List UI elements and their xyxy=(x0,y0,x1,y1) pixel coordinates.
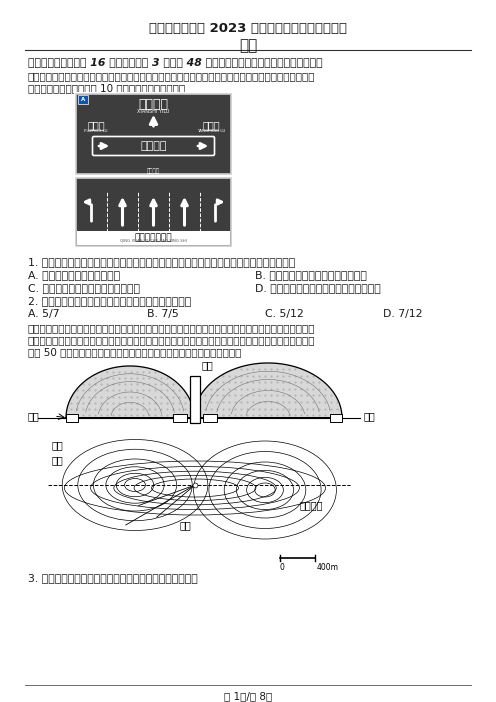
Text: 3. 该工程施工中，开挖竖井和斜井的主要作用是（　　）: 3. 该工程施工中，开挖竖井和斜井的主要作用是（ ） xyxy=(28,573,198,583)
Text: 河北省衡水中学 2023 届上学期高三年级一调考试: 河北省衡水中学 2023 届上学期高三年级一调考试 xyxy=(149,22,347,35)
Bar xyxy=(190,376,200,423)
Text: 牌（下图），此时大约为 10 时。据此完成下面小题。: 牌（下图），此时大约为 10 时。据此完成下面小题。 xyxy=(28,83,185,93)
Text: A: A xyxy=(81,97,85,102)
Bar xyxy=(203,414,217,422)
Text: 地理: 地理 xyxy=(239,38,257,53)
Text: D. 7/12: D. 7/12 xyxy=(383,309,423,319)
Text: B. 7/5: B. 7/5 xyxy=(147,309,179,319)
Bar xyxy=(74,92,233,176)
Text: 桥梁、隧道是山区高速公路建设的常见形式。在较长隧道（数十米）施工时，为提高工程效率，人们: 桥梁、隧道是山区高速公路建设的常见形式。在较长隧道（数十米）施工时，为提高工程效… xyxy=(28,323,315,333)
Bar xyxy=(78,95,88,104)
Polygon shape xyxy=(66,366,194,418)
Text: A. 5/7: A. 5/7 xyxy=(28,309,60,319)
FancyBboxPatch shape xyxy=(92,136,214,156)
Bar xyxy=(77,231,230,245)
Text: 洞口: 洞口 xyxy=(180,520,192,530)
Text: 0: 0 xyxy=(280,563,284,572)
Text: 斜井: 斜井 xyxy=(52,440,64,450)
Text: 家住某市的中学生小明周末想去当地新华书店看书，他在骑行去新华书店的途中，看到如下交通指示: 家住某市的中学生小明周末想去当地新华书店看书，他在骑行去新华书店的途中，看到如下… xyxy=(28,71,315,81)
Text: A. 走贤士二路向西至贤士一路: A. 走贤士二路向西至贤士一路 xyxy=(28,270,120,280)
Bar xyxy=(66,414,78,422)
Text: 阳明路: 阳明路 xyxy=(202,120,220,130)
Text: 洞口: 洞口 xyxy=(364,411,376,421)
Bar xyxy=(76,94,231,174)
Text: 2. 此刻全球旧的一天与新的一天的范围比约为（　　）: 2. 此刻全球旧的一天与新的一天的范围比约为（ ） xyxy=(28,296,191,306)
Text: QING XUAN ZE CHE DAO XING SHI: QING XUAN ZE CHE DAO XING SHI xyxy=(120,239,187,243)
Bar xyxy=(173,414,187,422)
Text: 高距 50 米）。该地岩层以石灰岩为主，多褶皱发育。据此完成下面小题。: 高距 50 米）。该地岩层以石灰岩为主，多褶皱发育。据此完成下面小题。 xyxy=(28,347,242,357)
Text: C. 5/12: C. 5/12 xyxy=(265,309,304,319)
Text: 洞口: 洞口 xyxy=(28,411,40,421)
Text: 第 1页/共 8页: 第 1页/共 8页 xyxy=(224,691,272,701)
Text: FUZHOU LU: FUZHOU LU xyxy=(84,129,108,133)
Text: 斜井: 斜井 xyxy=(52,455,64,465)
Text: C. 过贤士二路向西至贤士一路后向南: C. 过贤士二路向西至贤士一路后向南 xyxy=(28,283,140,293)
Text: 贤士一路: 贤士一路 xyxy=(138,98,169,111)
Text: 贤士二路: 贤士二路 xyxy=(140,141,167,151)
Text: 请选择车道行驶: 请选择车道行驶 xyxy=(135,234,172,242)
Text: 会开挖竖井、斜井等进行辅助。如图为我国西南地区某山区沿隧道施工示意图及该山区等高线示意图（等: 会开挖竖井、斜井等进行辅助。如图为我国西南地区某山区沿隧道施工示意图及该山区等高… xyxy=(28,335,315,345)
Text: 请走右侧: 请走右侧 xyxy=(147,168,160,173)
Polygon shape xyxy=(194,363,342,418)
Bar xyxy=(330,414,342,422)
Text: XIANSHI YILU: XIANSHI YILU xyxy=(137,109,170,114)
Text: 竖井: 竖井 xyxy=(202,360,214,370)
Text: YANGMING LU: YANGMING LU xyxy=(197,129,225,133)
Text: 1. 书店位于贤士一路与阳明路路口处，小明想走贤士一路，当前他的行进路线应为（　　）: 1. 书店位于贤士一路与阳明路路口处，小明想走贤士一路，当前他的行进路线应为（ … xyxy=(28,257,295,267)
Text: 福州路: 福州路 xyxy=(87,120,105,130)
Text: 隧道线路: 隧道线路 xyxy=(300,500,323,510)
Text: 一、选择题：本题共 16 小题，每小题 3 分，共 48 分。每小题只有一个选项符合题目要求。: 一、选择题：本题共 16 小题，每小题 3 分，共 48 分。每小题只有一个选项… xyxy=(28,57,322,67)
Text: 400m: 400m xyxy=(317,563,339,572)
Text: D. 过贤士二路继续向前至贤士一路后向北: D. 过贤士二路继续向前至贤士一路后向北 xyxy=(255,283,381,293)
Text: B. 走贤士二路向北后沿贤士一路向西: B. 走贤士二路向北后沿贤士一路向西 xyxy=(255,270,367,280)
Bar xyxy=(76,178,231,246)
